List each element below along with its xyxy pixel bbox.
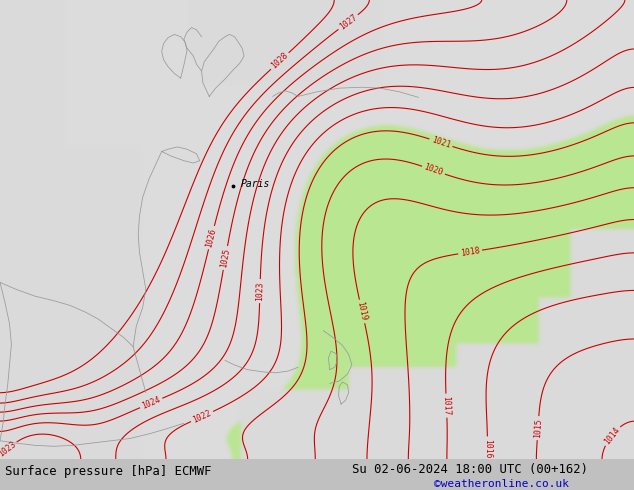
Text: 1022: 1022: [191, 408, 213, 425]
Text: Paris: Paris: [241, 179, 270, 189]
Text: 1021: 1021: [430, 135, 451, 150]
Text: Surface pressure [hPa] ECMWF: Surface pressure [hPa] ECMWF: [5, 465, 212, 478]
Text: 1015: 1015: [533, 418, 543, 438]
Text: ©weatheronline.co.uk: ©weatheronline.co.uk: [434, 479, 569, 490]
Text: 1023: 1023: [255, 281, 264, 301]
Text: Su 02-06-2024 18:00 UTC (00+162): Su 02-06-2024 18:00 UTC (00+162): [352, 463, 588, 475]
Text: 1027: 1027: [338, 13, 359, 31]
Text: 1018: 1018: [460, 246, 481, 258]
Text: 1025: 1025: [219, 247, 231, 269]
Text: 1016: 1016: [483, 439, 492, 458]
Text: 1019: 1019: [356, 301, 368, 322]
Text: 1014: 1014: [602, 425, 621, 446]
Text: 1026: 1026: [205, 227, 218, 248]
Text: 1017: 1017: [441, 396, 451, 416]
Text: 1028: 1028: [269, 51, 290, 71]
Text: 1024: 1024: [141, 395, 162, 411]
Text: 1020: 1020: [423, 163, 444, 177]
Text: 1023: 1023: [0, 440, 18, 459]
